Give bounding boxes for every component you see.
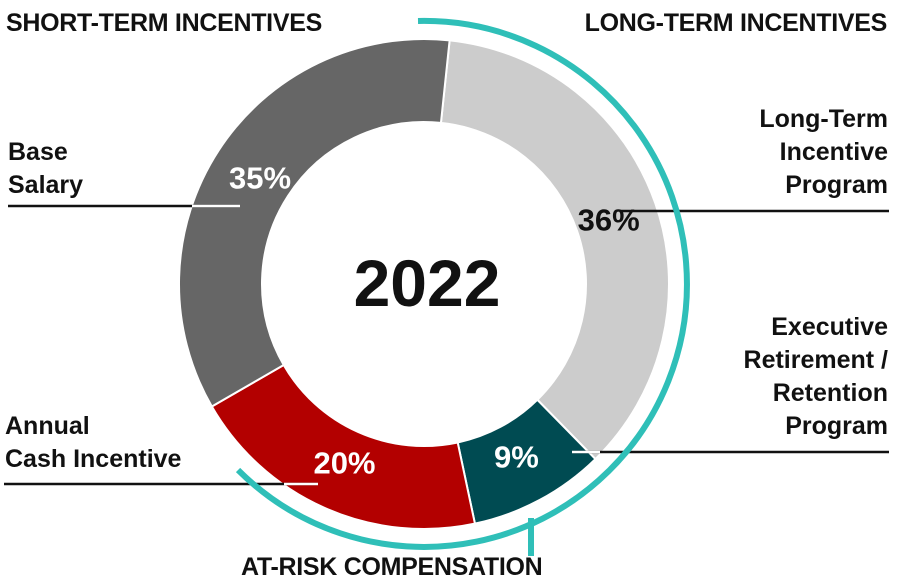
annual-cash-incentive-label: Annual Cash Incentive (5, 410, 181, 476)
percent-labels: 36% 9% 20% 35% (229, 161, 640, 481)
exec-retirement-label: Executive Retirement / Retention Program (744, 311, 888, 443)
slice-label-ltip: 36% (578, 203, 640, 238)
slice-label-base-salary: 35% (229, 161, 291, 196)
base-salary-label-line-2: Salary (8, 171, 84, 199)
annual-cash-label-line-1: Annual (5, 412, 90, 440)
at-risk-bracket-arc (235, 17, 690, 550)
at-risk-header: AT-RISK COMPENSATION (241, 553, 543, 581)
chart-center-year: 2022 (354, 246, 501, 320)
ltip-label-line-1: Long-Term (759, 105, 888, 133)
leader-lines (4, 204, 889, 486)
exec-label-line-1: Executive (771, 313, 888, 341)
slice-base-salary (178, 38, 451, 408)
slice-label-annual-cash: 20% (313, 446, 375, 481)
at-risk-arc (235, 17, 690, 556)
short-term-header: SHORT-TERM INCENTIVES (6, 9, 322, 37)
ltip-label-line-3: Program (785, 171, 888, 199)
ltip-label-line-2: Incentive (779, 138, 888, 166)
exec-label-line-2: Retirement / (743, 346, 888, 374)
annual-cash-label-line-2: Cash Incentive (5, 445, 182, 473)
slice-ltip (439, 39, 670, 461)
base-salary-label-line-1: Base (8, 138, 68, 166)
exec-label-line-3: Retention (772, 379, 888, 407)
ltip-label: Long-Term Incentive Program (759, 103, 888, 202)
base-salary-label: Base Salary (8, 136, 83, 202)
slice-label-exec-retirement: 9% (494, 439, 539, 474)
exec-label-line-4: Program (785, 412, 888, 440)
donut-slices (178, 38, 670, 530)
long-term-header: LONG-TERM INCENTIVES (584, 9, 888, 37)
